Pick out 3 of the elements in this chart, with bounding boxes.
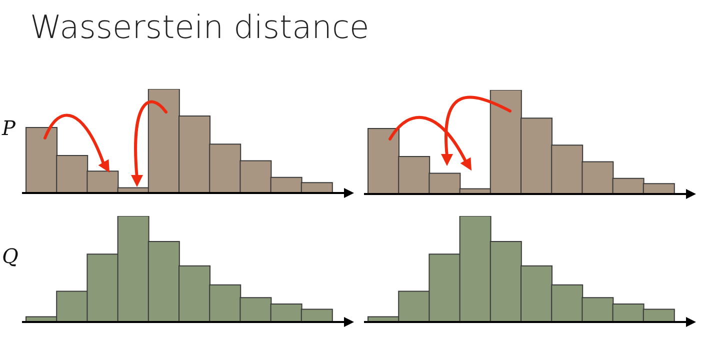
chart-title: Wasserstein distance	[30, 8, 370, 46]
y-axis-title: Q	[2, 244, 18, 268]
y-axis-title: P	[2, 116, 16, 140]
